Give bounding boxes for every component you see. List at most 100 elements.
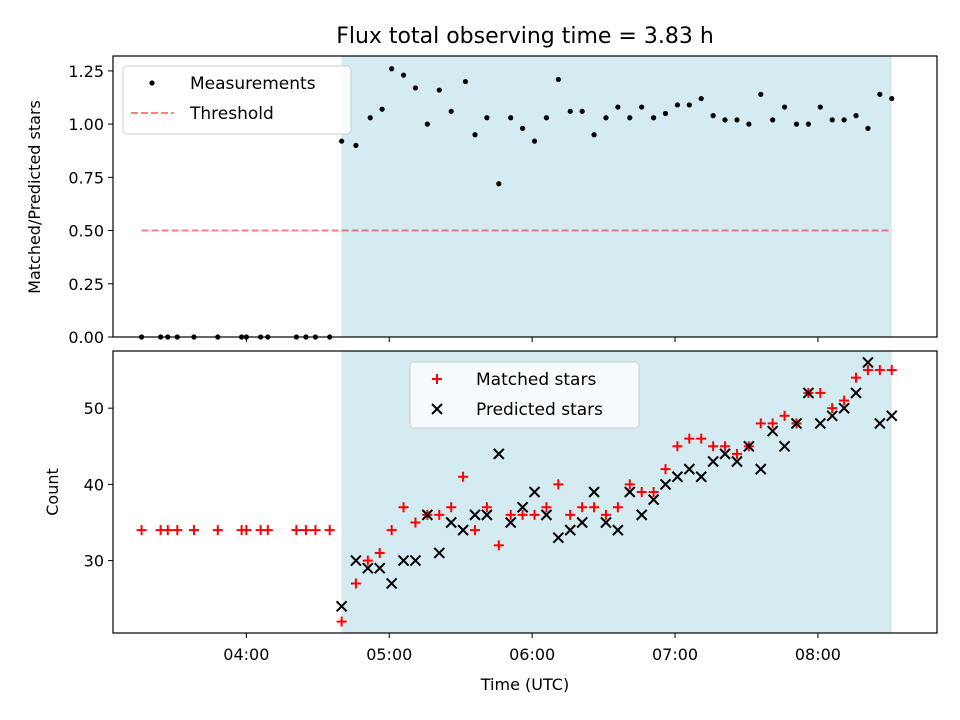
predicted-star-point: [695, 471, 707, 483]
ratio-y-tick-label: 0.75: [68, 168, 104, 187]
matched-star-point: [434, 509, 445, 520]
measurement-point: [698, 95, 704, 102]
measurement-point: [615, 104, 621, 110]
matched-star-point: [660, 464, 671, 475]
count-legend-box: [409, 361, 640, 429]
predicted-star-point: [516, 501, 529, 513]
measurement-point: [853, 113, 859, 119]
ratio-y-tick-label: 0.25: [68, 275, 104, 294]
matched-star-point: [815, 387, 826, 398]
measurement-point: [520, 125, 526, 131]
matched-star-point: [708, 441, 719, 452]
matched-star-point: [767, 418, 778, 429]
measurement-point: [484, 115, 490, 121]
measurement-point: [805, 121, 811, 127]
matched-star-point: [612, 502, 623, 513]
predicted-star-point: [457, 524, 469, 536]
count-y-tick-label: 30: [84, 552, 104, 571]
count-x-tick-label: 07:00: [652, 645, 698, 664]
chart-title: Flux total observing time = 3.83 h: [336, 24, 714, 49]
predicted-star-point: [409, 554, 422, 567]
measurement-point: [758, 91, 764, 97]
matched-star-point: [362, 555, 373, 566]
matched-star-point: [517, 509, 528, 520]
predicted-star-point: [588, 486, 600, 498]
predicted-star-point: [802, 387, 815, 399]
measurement-point: [448, 108, 454, 114]
predicted-star-point: [564, 524, 576, 536]
count-x-tick-label: 04:00: [223, 645, 269, 664]
matched-star-point: [779, 410, 790, 421]
matched-star-point: [493, 540, 504, 551]
predicted-star-point: [826, 410, 838, 422]
measurement-point: [817, 104, 823, 110]
ratio-shaded-span: [341, 56, 892, 337]
matched-star-point: [398, 502, 409, 513]
measurement-point: [472, 132, 478, 138]
matched-star-point: [300, 525, 311, 536]
matched-star-point: [862, 365, 873, 376]
matched-star-point: [336, 616, 347, 627]
measurement-point: [865, 125, 871, 131]
predicted-star-point: [850, 387, 862, 399]
measurement-point: [424, 121, 430, 127]
measurement-point: [686, 102, 692, 108]
legend-predicted-marker: [431, 403, 443, 415]
count-x-ticks: 04:00 05:00 06:00 07:00 08:00: [223, 633, 841, 664]
predicted-star-point: [707, 455, 719, 468]
count-x-tick-label: 08:00: [795, 645, 841, 664]
matched-star-point: [839, 395, 850, 406]
matched-star-point: [577, 502, 588, 513]
count-legend: Matched stars Predicted stars: [409, 361, 640, 429]
predicted-star-point: [635, 509, 648, 521]
matched-star-point: [241, 525, 252, 536]
matched-star-point: [324, 525, 335, 536]
measurement-point: [674, 102, 681, 108]
count-y-axis-label: Count: [43, 468, 62, 516]
measurement-point: [877, 91, 883, 97]
ratio-y-tick-label: 1.00: [68, 115, 104, 134]
matched-star-point: [529, 509, 540, 520]
count-y-tick-label: 40: [84, 475, 104, 494]
count-y-ticks: 30 40 50: [84, 399, 113, 571]
measurement-point: [781, 104, 788, 110]
predicted-star-point: [731, 455, 743, 468]
matched-star-point: [851, 372, 862, 383]
predicted-star-point: [362, 562, 374, 574]
ratio-y-tick-label: 0.50: [68, 222, 104, 241]
predicted-star-point: [814, 417, 827, 430]
matched-star-point: [672, 441, 683, 452]
count-x-tick-label: 06:00: [509, 645, 555, 664]
matched-star-point: [648, 487, 659, 497]
predicted-star-point: [886, 410, 898, 422]
measurement-point: [591, 132, 597, 138]
legend-measurements-marker: [149, 80, 155, 86]
matched-star-point: [410, 517, 421, 528]
matched-star-point: [481, 502, 492, 513]
count-y-tick-label: 50: [84, 399, 104, 418]
predicted-star-point: [469, 509, 481, 521]
predicted-star-point: [528, 486, 541, 498]
measurement-point: [462, 78, 469, 85]
predicted-star-point: [540, 509, 553, 521]
measurement-point: [662, 110, 669, 117]
matched-star-point: [310, 525, 321, 536]
predicted-star-point: [433, 547, 445, 559]
measurement-point: [367, 115, 373, 121]
matched-star-point: [755, 418, 766, 429]
matched-star-point: [212, 525, 223, 536]
predicted-star-point: [397, 554, 410, 567]
predicted-star-point: [874, 417, 886, 430]
ratio-legend-box: [122, 65, 352, 135]
legend-measurements-label: Measurements: [190, 74, 316, 94]
matched-star-point: [541, 502, 552, 513]
matched-star-point: [469, 525, 480, 536]
predicted-star-point: [445, 516, 457, 529]
measurement-point: [651, 115, 657, 121]
matched-star-point: [684, 433, 695, 444]
matched-star-point: [262, 525, 273, 536]
predicted-star-point: [719, 448, 731, 460]
measurement-point: [555, 76, 561, 83]
measurement-point: [379, 106, 385, 112]
